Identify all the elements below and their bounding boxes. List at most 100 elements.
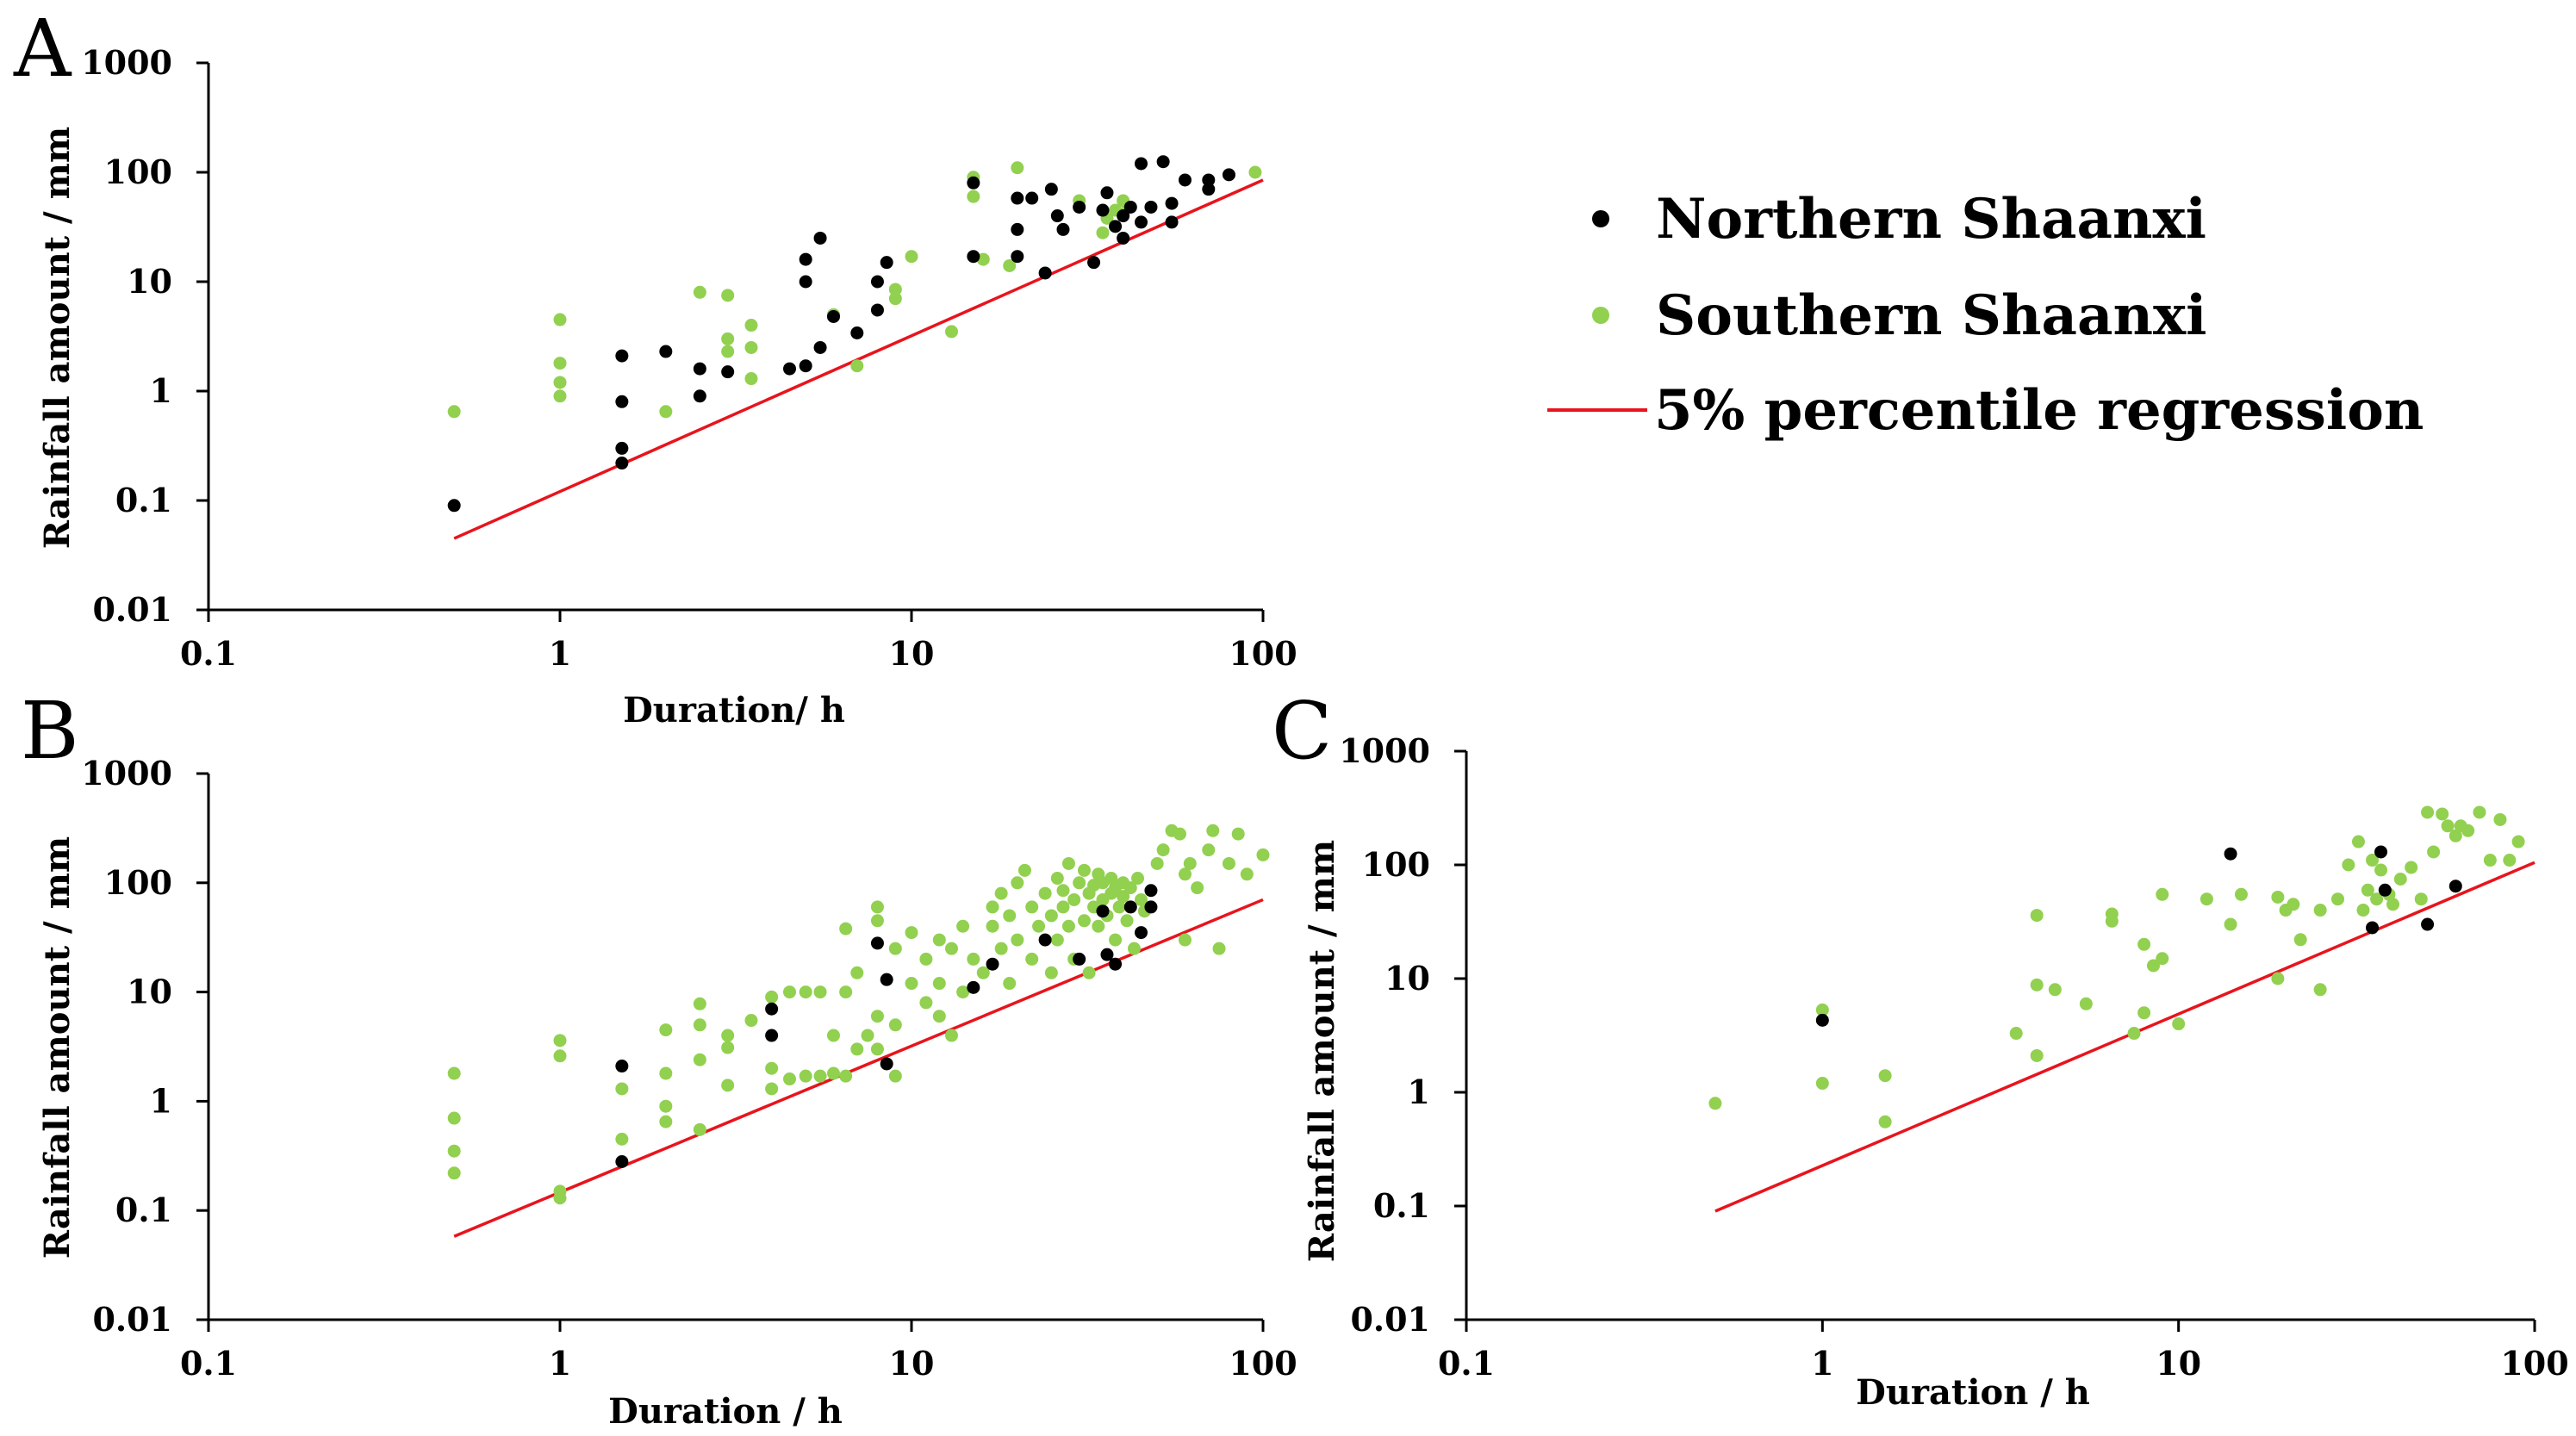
southern-point — [553, 376, 567, 389]
southern-point — [826, 1066, 840, 1080]
northern-point — [1123, 200, 1137, 214]
northern-point — [880, 973, 893, 986]
northern-point — [1135, 926, 1148, 940]
southern-point — [2503, 854, 2517, 867]
y-tick-label: 1 — [1408, 1072, 1430, 1111]
northern-point — [1011, 191, 1024, 205]
southern-point — [1878, 1069, 1892, 1083]
northern-point — [615, 1060, 629, 1073]
southern-point — [2313, 904, 2327, 917]
southern-point — [447, 1166, 461, 1180]
northern-point — [1038, 933, 1052, 947]
northern-point — [1038, 266, 1052, 280]
southern-point — [986, 900, 999, 914]
northern-point — [1100, 186, 1114, 200]
northern-point — [870, 303, 884, 317]
northern-point — [813, 231, 827, 245]
southern-point — [1096, 226, 1110, 239]
northern-point — [1117, 209, 1130, 223]
northern-point — [1056, 222, 1070, 236]
northern-point — [1144, 900, 1158, 914]
southern-point — [1025, 900, 1039, 914]
southern-point — [932, 1010, 946, 1023]
regression-line — [453, 898, 1264, 1238]
northern-point — [615, 349, 629, 363]
southern-point — [553, 389, 567, 403]
southern-point — [956, 919, 970, 933]
northern-point — [799, 275, 812, 289]
southern-point — [765, 990, 779, 1004]
northern-point — [1109, 220, 1123, 233]
southern-point — [2370, 892, 2384, 906]
southern-point — [870, 1010, 884, 1023]
southern-point — [744, 372, 758, 386]
northern-point — [693, 362, 706, 376]
southern-point — [1256, 848, 1270, 861]
southern-point — [721, 1041, 735, 1054]
x-tick-label: 100 — [1229, 634, 1297, 673]
southern-point — [2405, 861, 2418, 874]
panel-c-axes — [1465, 751, 2535, 1321]
southern-point — [783, 1072, 797, 1086]
southern-point — [659, 1099, 673, 1113]
southern-point — [2414, 892, 2428, 906]
southern-point — [1156, 843, 1170, 857]
y-tick-label: 1000 — [81, 43, 172, 82]
southern-point — [744, 1014, 758, 1028]
northern-point — [799, 359, 812, 373]
southern-point — [813, 985, 827, 999]
northern-point — [2374, 845, 2388, 859]
x-tick-label: 100 — [1229, 1344, 1297, 1383]
northern-point — [870, 936, 884, 950]
southern-point — [1044, 909, 1058, 923]
northern-point — [2448, 880, 2462, 893]
southern-point — [839, 922, 853, 936]
y-tick-label: 100 — [1362, 845, 1430, 884]
northern-point — [765, 1029, 779, 1042]
northern-point — [967, 250, 980, 264]
southern-point — [976, 252, 990, 266]
southern-point — [976, 966, 990, 979]
southern-point — [1067, 892, 1081, 906]
southern-point — [888, 1069, 902, 1083]
southern-point — [1120, 914, 1134, 928]
legend-southern-marker — [1592, 307, 1609, 324]
southern-point — [2374, 863, 2388, 877]
y-tick-label: 100 — [104, 152, 172, 191]
y-tick-label: 0.01 — [92, 1300, 172, 1339]
southern-point — [1109, 933, 1123, 947]
northern-point — [1096, 904, 1110, 918]
northern-point — [765, 1002, 779, 1016]
southern-point — [2127, 1027, 2141, 1041]
southern-point — [888, 283, 902, 296]
southern-point — [2271, 890, 2285, 904]
x-tick-label: 0.1 — [180, 1344, 237, 1383]
southern-point — [850, 359, 864, 373]
northern-point — [826, 309, 840, 323]
southern-point — [1248, 165, 1262, 179]
northern-point — [1202, 183, 1216, 196]
y-tick-label: 100 — [104, 863, 172, 902]
northern-point — [1165, 196, 1179, 210]
northern-point — [1135, 215, 1148, 229]
southern-point — [919, 952, 933, 966]
panel-a-label: A — [13, 3, 72, 95]
panel-b-points — [447, 824, 1270, 1205]
southern-point — [615, 1082, 629, 1096]
southern-point — [1127, 942, 1141, 955]
southern-point — [888, 292, 902, 306]
southern-point — [1061, 856, 1075, 870]
southern-point — [839, 1069, 853, 1083]
southern-point — [1077, 863, 1091, 877]
panel-a-regression — [453, 178, 1264, 540]
southern-point — [447, 1066, 461, 1080]
northern-point — [1011, 222, 1024, 236]
x-tick-label: 1 — [549, 1344, 571, 1383]
panel-a-axes — [207, 63, 1263, 612]
southern-point — [888, 942, 902, 955]
southern-point — [2461, 824, 2475, 837]
southern-point — [870, 914, 884, 928]
southern-point — [1003, 977, 1017, 991]
legend-northern-marker — [1592, 210, 1609, 227]
northern-point — [2366, 921, 2380, 935]
